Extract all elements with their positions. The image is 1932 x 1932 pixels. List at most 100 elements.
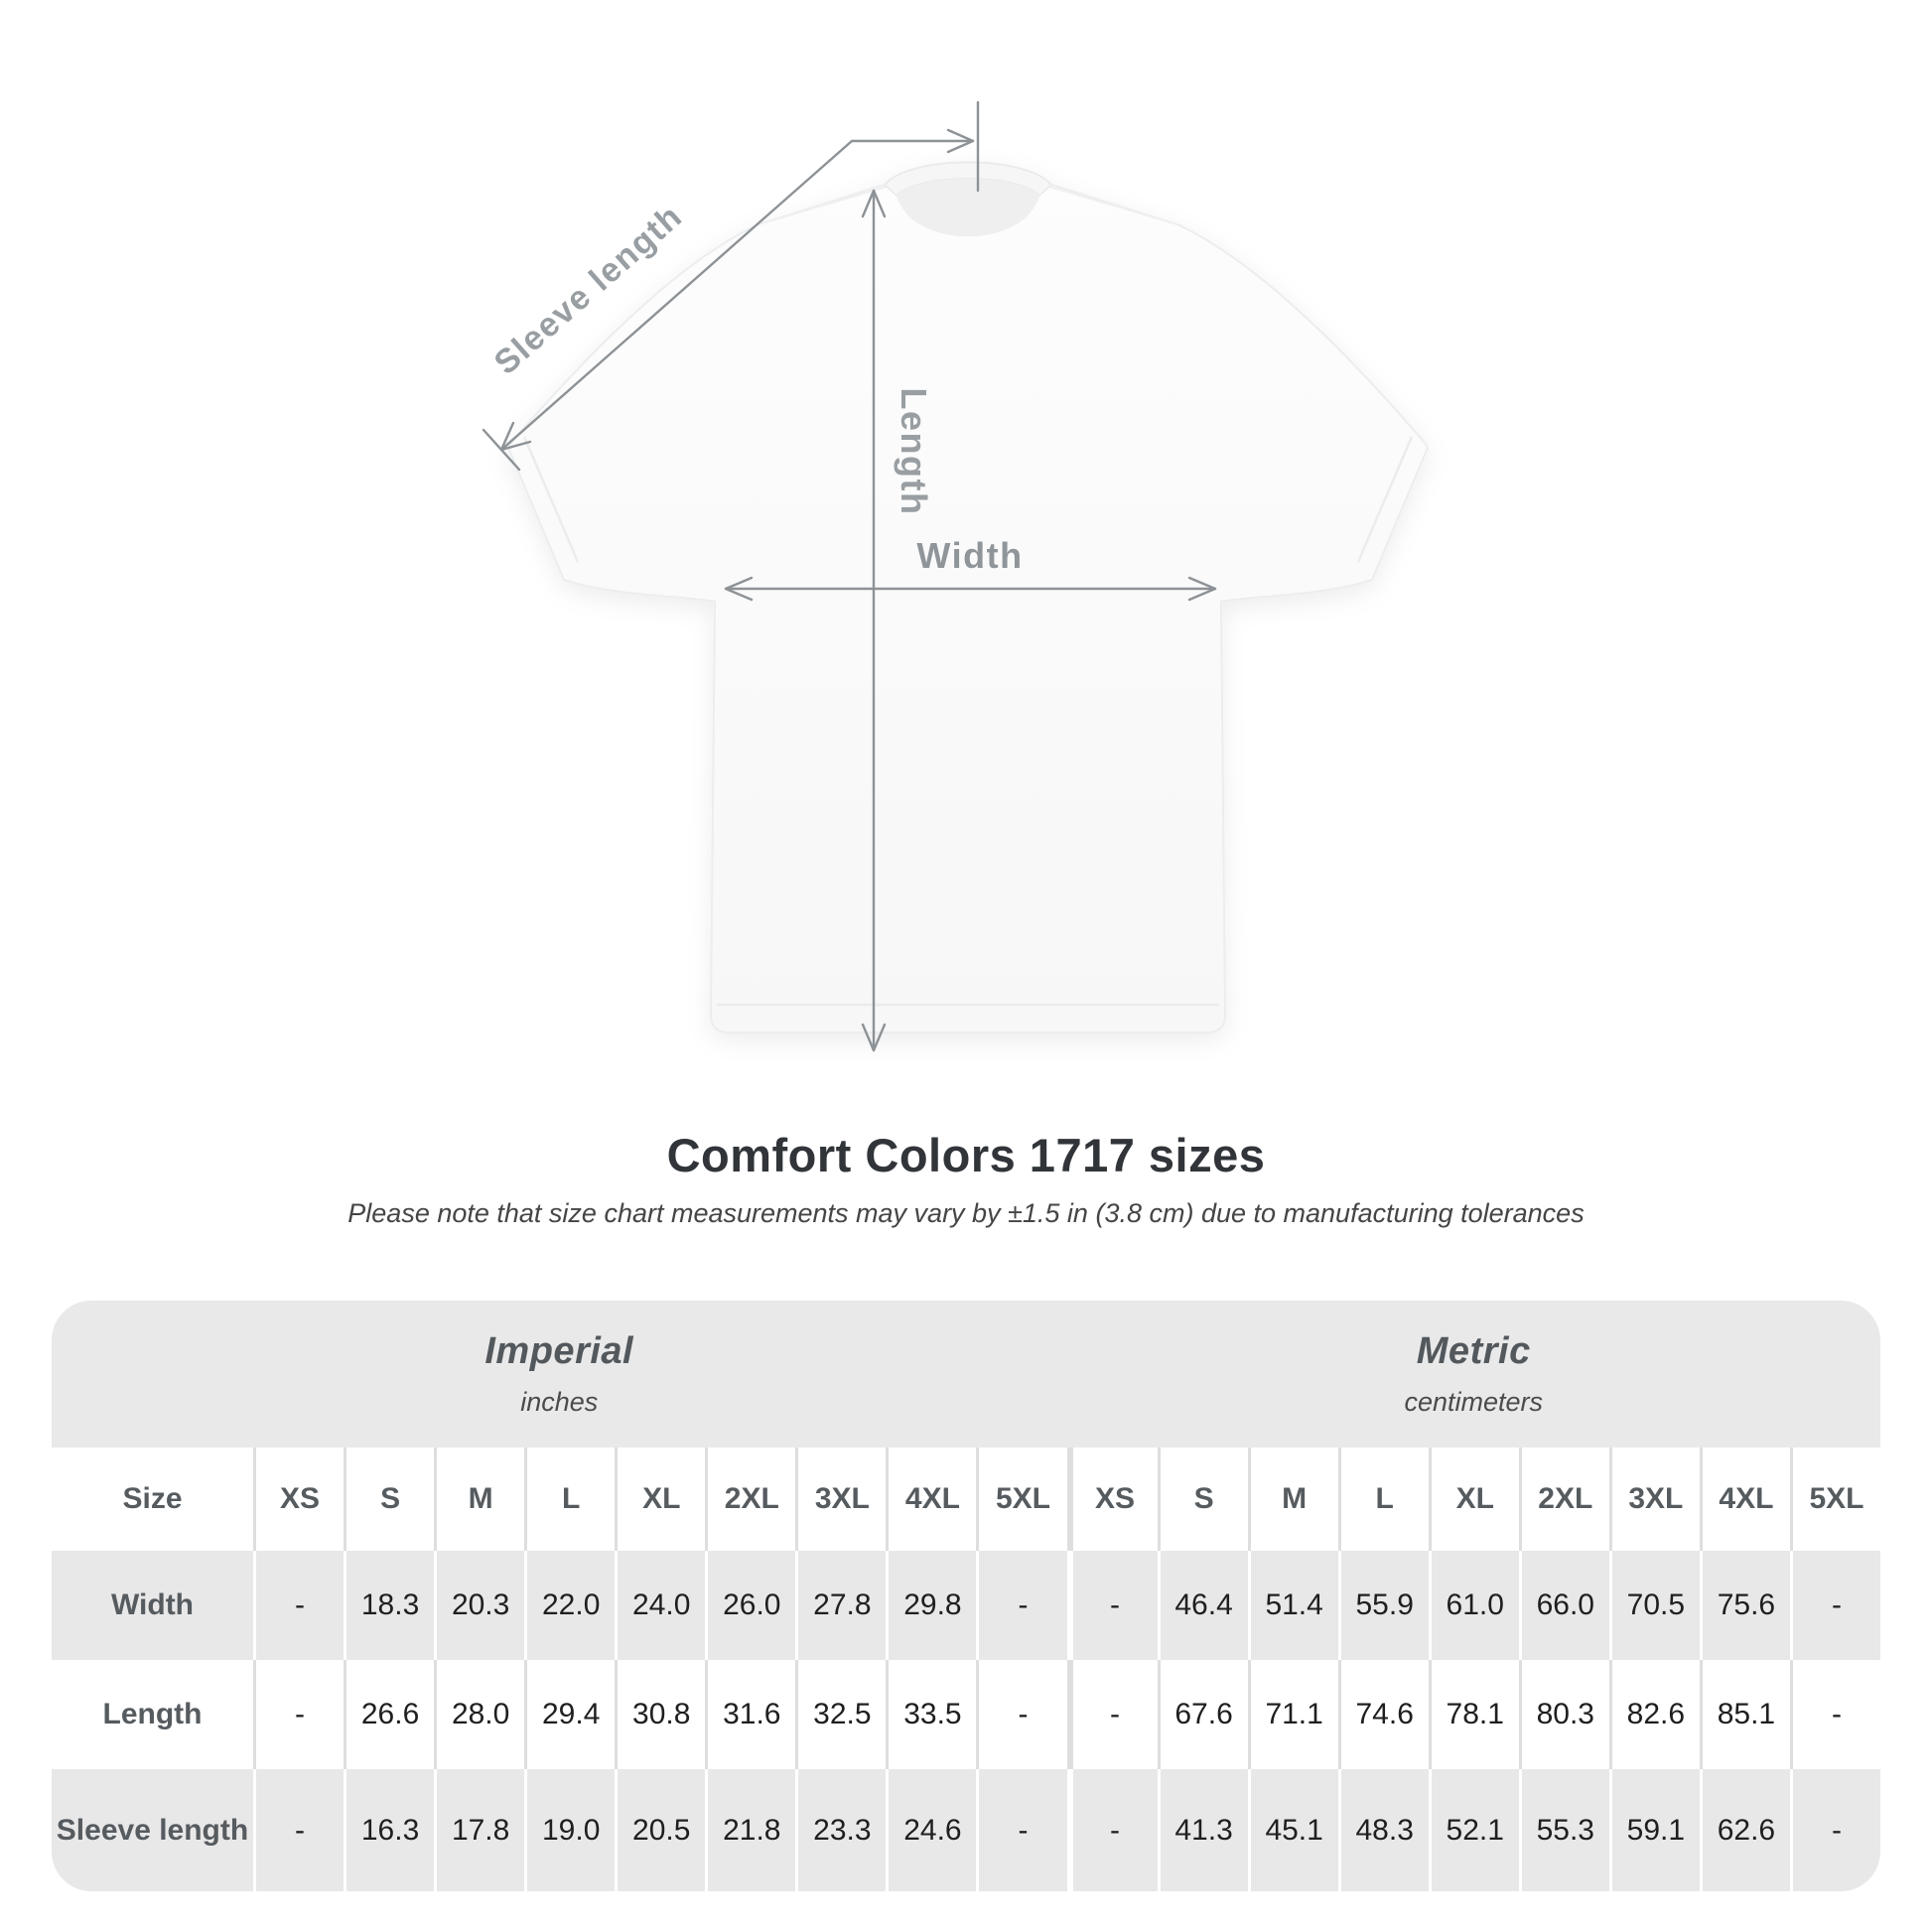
value-cell: 74.6 — [1337, 1660, 1429, 1769]
size-header-imperial-l: L — [524, 1448, 615, 1551]
page-title: Comfort Colors 1717 sizes — [666, 1129, 1266, 1181]
right-sleeve-stitch — [1356, 436, 1414, 563]
value-cell: 55.9 — [1337, 1551, 1429, 1660]
value-cell: 62.6 — [1699, 1769, 1790, 1891]
size-header-imperial-5xl: 5XL — [976, 1448, 1066, 1551]
value-cell: - — [1789, 1660, 1880, 1769]
value-cell: 26.6 — [344, 1660, 434, 1769]
size-header-imperial-m: M — [434, 1448, 524, 1551]
size-header-imperial-3xl: 3XL — [795, 1448, 886, 1551]
value-cell: 41.3 — [1157, 1769, 1248, 1891]
value-cell: 52.1 — [1428, 1769, 1519, 1891]
value-cell: 82.6 — [1608, 1660, 1700, 1769]
size-header-imperial-s: S — [344, 1448, 434, 1551]
right-shoulder-seam — [1048, 186, 1178, 225]
value-cell: 70.5 — [1608, 1551, 1700, 1660]
value-cell: 19.0 — [524, 1769, 615, 1891]
unit-group-name: Imperial — [484, 1330, 634, 1372]
value-cell: 29.8 — [886, 1551, 976, 1660]
width-label: Width — [916, 535, 1023, 576]
sleeve-arrow-right — [946, 128, 975, 154]
value-cell: 78.1 — [1428, 1660, 1519, 1769]
size-header-metric-xl: XL — [1428, 1448, 1519, 1551]
value-cell: 51.4 — [1247, 1551, 1338, 1660]
value-cell: 30.8 — [615, 1660, 705, 1769]
left-shoulder-seam — [758, 186, 888, 225]
unit-group-name: Metric — [1416, 1330, 1531, 1372]
size-column-header: Size — [122, 1482, 183, 1515]
value-cell: - — [253, 1660, 344, 1769]
length-arrow-up — [861, 189, 887, 218]
sleeve-measure-line — [499, 139, 975, 452]
size-header-imperial-xs: XS — [253, 1448, 344, 1551]
size-header-metric-5xl: 5XL — [1789, 1448, 1880, 1551]
value-cell: 55.3 — [1518, 1769, 1609, 1891]
value-cell: 24.0 — [615, 1551, 705, 1660]
table-row-sleeve-length: Sleeve length -16.3 17.8 19.0 20.5 21.8 23.3 24… — [52, 1769, 1880, 1891]
value-cell: 80.3 — [1518, 1660, 1609, 1769]
size-header-imperial-4xl: 4XL — [886, 1448, 976, 1551]
value-cell: - — [253, 1769, 344, 1891]
collar-opening — [897, 178, 1039, 237]
value-cell: 32.5 — [795, 1660, 886, 1769]
value-cell: - — [1066, 1660, 1158, 1769]
left-sleeve-stitch — [522, 436, 580, 563]
value-cell: 23.3 — [795, 1769, 886, 1891]
value-cell: 67.6 — [1157, 1660, 1248, 1769]
size-header-metric-l: L — [1337, 1448, 1429, 1551]
unit-group-unit: centimeters — [1404, 1387, 1544, 1417]
value-cell: 27.8 — [795, 1551, 886, 1660]
value-cell: 66.0 — [1518, 1551, 1609, 1660]
value-cell: 24.6 — [886, 1769, 976, 1891]
value-cell: 16.3 — [344, 1769, 434, 1891]
value-cell: 20.5 — [615, 1769, 705, 1891]
length-label: Length — [894, 388, 934, 516]
tshirt-graphic — [506, 161, 1430, 1034]
value-cell: 61.0 — [1428, 1551, 1519, 1660]
value-cell: 45.1 — [1247, 1769, 1338, 1891]
value-cell: - — [253, 1551, 344, 1660]
tshirt-measurement-diagram: Sleeve length Length Width — [482, 100, 1430, 1052]
value-cell: - — [1789, 1551, 1880, 1660]
value-cell: 59.1 — [1608, 1769, 1700, 1891]
value-cell: 22.0 — [524, 1551, 615, 1660]
value-cell: 85.1 — [1699, 1660, 1790, 1769]
row-label: Width — [110, 1588, 195, 1621]
value-cell: 71.1 — [1247, 1660, 1338, 1769]
value-cell: - — [976, 1551, 1066, 1660]
value-cell: 33.5 — [886, 1660, 976, 1769]
size-table: Imperial inches Metric centimeters Size XS S M L… — [52, 1301, 1880, 1891]
value-cell: - — [1066, 1551, 1158, 1660]
unit-group-imperial: Imperial inches — [52, 1301, 1067, 1448]
table-row-width: Width -18.3 20.3 22.0 24.0 26.0 27.8 29.8- -46.4… — [52, 1551, 1880, 1660]
size-header-metric-2xl: 2XL — [1518, 1448, 1609, 1551]
size-header-metric-m: M — [1247, 1448, 1338, 1551]
width-arrow-left — [724, 576, 754, 602]
tshirt-body — [506, 161, 1430, 1034]
width-arrow-right — [1187, 576, 1217, 602]
unit-group-unit: inches — [520, 1387, 599, 1417]
size-header-row: Size XS S M L XL 2XL 3XL 4XL 5XL XS S M L XL 2XL 3XL 4XL 5… — [52, 1448, 1880, 1551]
value-cell: 28.0 — [434, 1660, 524, 1769]
value-cell: - — [976, 1769, 1066, 1891]
title-block: Comfort Colors 1717 sizes Please note th… — [0, 1128, 1932, 1229]
value-cell: 31.6 — [705, 1660, 795, 1769]
value-cell: 21.8 — [705, 1769, 795, 1891]
value-cell: 18.3 — [344, 1551, 434, 1660]
value-cell: 20.3 — [434, 1551, 524, 1660]
value-cell: 48.3 — [1337, 1769, 1429, 1891]
value-cell: 17.8 — [434, 1769, 524, 1891]
table-row-length: Length -26.6 28.0 29.4 30.8 31.6 32.5 33.5- -67.… — [52, 1660, 1880, 1769]
value-cell: 29.4 — [524, 1660, 615, 1769]
row-label: Sleeve length — [56, 1813, 249, 1847]
value-cell: - — [1789, 1769, 1880, 1891]
value-cell: - — [976, 1660, 1066, 1769]
unit-header-row: Imperial inches Metric centimeters — [52, 1301, 1880, 1448]
length-arrow-down — [861, 1023, 887, 1052]
size-header-metric-3xl: 3XL — [1608, 1448, 1700, 1551]
size-header-metric-4xl: 4XL — [1699, 1448, 1790, 1551]
tolerance-note: Please note that size chart measurements… — [347, 1198, 1585, 1228]
size-header-imperial-2xl: 2XL — [705, 1448, 795, 1551]
size-header-metric-xs: XS — [1066, 1448, 1158, 1551]
unit-group-metric: Metric centimeters — [1067, 1301, 1881, 1448]
